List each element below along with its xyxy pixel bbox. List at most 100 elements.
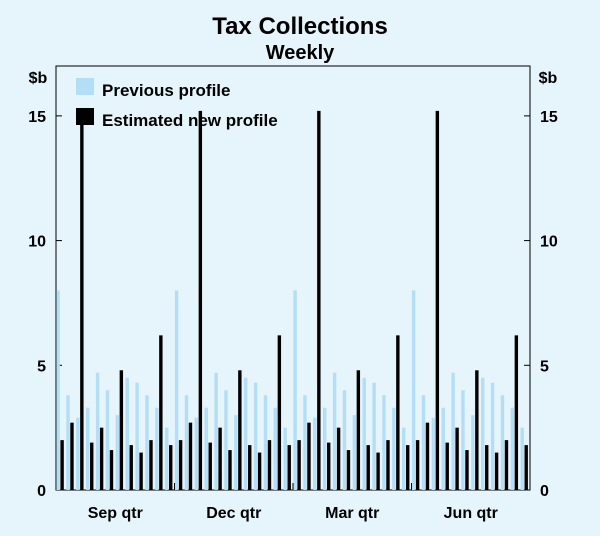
bar-previous-9 (135, 382, 139, 490)
legend-swatch-estimated (76, 108, 94, 125)
bar-previous-33 (372, 382, 376, 490)
bar-previous-19 (234, 415, 238, 490)
y-tick-label-left: 5 (37, 358, 46, 375)
bar-estimated-33 (376, 452, 380, 490)
y-tick-label-right: 15 (540, 109, 558, 126)
y-tick-label-left: 15 (28, 109, 46, 126)
legend: Previous profile Estimated new profile (76, 78, 278, 130)
bar-previous-21 (253, 382, 258, 490)
bar-estimated-39 (435, 110, 440, 490)
y-axis-label-right: $b (539, 70, 558, 87)
x-tick-label: Dec qtr (206, 505, 261, 522)
y-tick-label-left: 10 (28, 234, 46, 251)
bar-previous-7 (115, 415, 120, 490)
bar-previous-34 (382, 395, 386, 490)
bar-previous-30 (342, 390, 347, 490)
bar-previous-32 (362, 377, 366, 490)
bar-estimated-17 (218, 427, 222, 490)
bar-previous-29 (332, 372, 337, 490)
bar-previous-1 (56, 290, 60, 490)
bar-previous-17 (214, 372, 218, 490)
bar-estimated-8 (129, 445, 133, 490)
bar-estimated-20 (248, 445, 252, 490)
bar-estimated-45 (494, 452, 499, 490)
bar-previous-35 (392, 407, 396, 490)
bar-estimated-15 (198, 110, 203, 490)
bar-previous-36 (402, 427, 406, 490)
bar-previous-8 (125, 377, 129, 490)
bar-previous-38 (421, 395, 426, 490)
bar-estimated-24 (287, 445, 291, 490)
bar-estimated-26 (307, 422, 311, 490)
bar-estimated-21 (257, 452, 262, 490)
bar-estimated-2 (70, 422, 74, 490)
bar-previous-13 (174, 290, 179, 490)
y-tick-label-left: 0 (37, 483, 46, 500)
bar-previous-15 (194, 417, 199, 490)
bar-estimated-5 (99, 427, 104, 490)
bar-estimated-32 (366, 445, 370, 490)
bar-estimated-41 (455, 427, 459, 490)
bar-previous-46 (500, 395, 505, 490)
bar-estimated-47 (514, 335, 519, 490)
legend-label-previous: Previous profile (102, 81, 230, 100)
bar-previous-31 (352, 415, 357, 490)
bar-previous-23 (273, 407, 278, 490)
bar-estimated-46 (504, 440, 509, 490)
bar-previous-24 (283, 427, 287, 490)
bar-estimated-9 (139, 452, 143, 490)
bar-estimated-28 (327, 442, 331, 490)
bar-estimated-34 (386, 440, 390, 490)
bar-estimated-22 (267, 440, 272, 490)
bar-previous-5 (95, 372, 100, 490)
bar-previous-11 (155, 407, 159, 490)
bar-estimated-11 (159, 335, 163, 490)
bar-estimated-4 (90, 442, 94, 490)
bar-previous-10 (145, 395, 149, 490)
bar-estimated-19 (238, 370, 242, 490)
bar-previous-37 (411, 290, 416, 490)
bar-estimated-16 (208, 442, 212, 490)
bar-previous-2 (66, 395, 70, 490)
bar-estimated-36 (406, 445, 410, 490)
bar-estimated-1 (60, 440, 64, 490)
bar-previous-47 (510, 407, 515, 490)
bar-previous-6 (105, 390, 110, 490)
legend-label-estimated: Estimated new profile (102, 111, 278, 130)
bar-estimated-35 (396, 335, 400, 490)
bar-estimated-14 (188, 422, 193, 490)
bar-estimated-38 (425, 422, 430, 490)
bar-estimated-25 (297, 440, 301, 490)
bar-estimated-44 (485, 445, 489, 490)
bar-previous-40 (441, 407, 445, 490)
bar-previous-18 (224, 390, 228, 490)
x-tick-label: Jun qtr (444, 505, 498, 522)
y-tick-label-right: 10 (540, 234, 558, 251)
bar-previous-43 (471, 415, 475, 490)
bar-previous-14 (184, 395, 189, 490)
bar-previous-42 (461, 390, 465, 490)
y-tick-label-right: 5 (540, 358, 549, 375)
bar-estimated-31 (356, 370, 361, 490)
bar-estimated-12 (169, 445, 173, 490)
bar-previous-12 (165, 427, 169, 490)
bar-estimated-13 (178, 440, 183, 490)
bar-previous-25 (293, 290, 297, 490)
legend-swatch-previous (76, 78, 94, 95)
bar-previous-27 (313, 417, 317, 490)
bar-previous-22 (263, 395, 268, 490)
bars (56, 110, 528, 490)
bar-estimated-37 (415, 440, 420, 490)
bar-estimated-42 (465, 450, 469, 490)
bar-previous-44 (481, 377, 485, 490)
y-axis-ticks: 0 0 5 5 10 10 15 15 (28, 109, 558, 500)
bar-previous-16 (204, 407, 208, 490)
bar-previous-20 (244, 377, 248, 490)
y-tick-label-right: 0 (540, 483, 549, 500)
quarter-labels: Sep qtr Dec qtr Mar qtr Jun qtr (88, 505, 498, 522)
bar-previous-26 (303, 395, 307, 490)
x-axis-ticks (174, 483, 412, 490)
bar-estimated-6 (109, 450, 114, 490)
bar-estimated-18 (228, 450, 232, 490)
bar-estimated-48 (524, 445, 528, 490)
